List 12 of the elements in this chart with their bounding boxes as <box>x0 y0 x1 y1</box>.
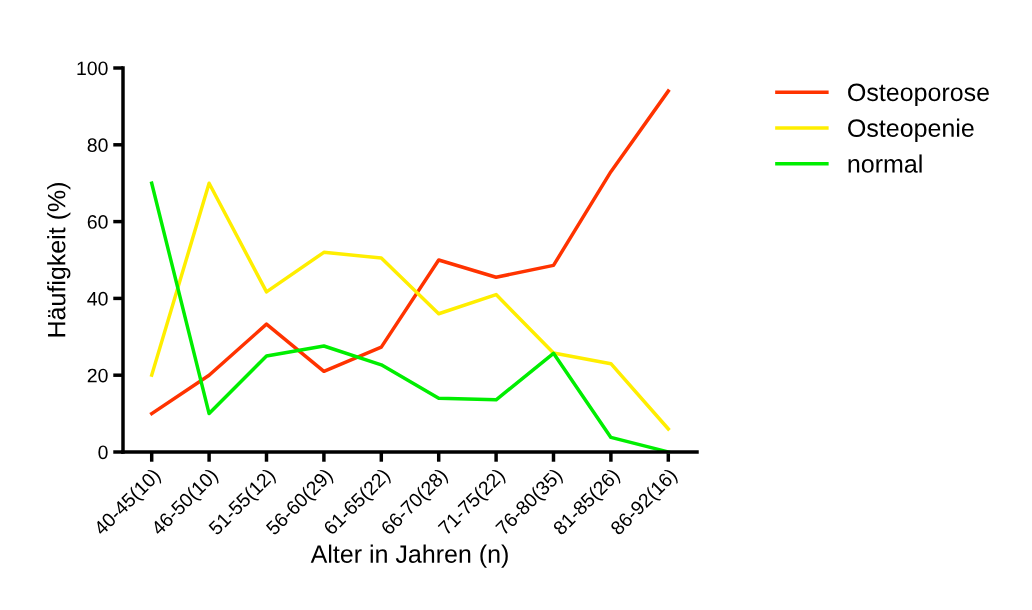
y-tick-label: 0 <box>98 445 108 460</box>
line-series <box>149 89 671 416</box>
y-tick-label: 20 <box>87 368 108 383</box>
y-tick-label: 40 <box>87 291 108 306</box>
y-tick-label: 80 <box>87 138 108 153</box>
y-tick-label: 100 <box>77 61 108 76</box>
x-axis-title: Alter in Jahren (n) <box>310 544 508 568</box>
legend-label: Osteoporose <box>848 83 989 107</box>
y-tick-label: 60 <box>87 215 108 229</box>
legend-label: normal <box>848 154 922 173</box>
legend-label: Osteopenie <box>848 118 974 142</box>
y-axis-title: Häufigkeit (%) <box>47 183 71 337</box>
